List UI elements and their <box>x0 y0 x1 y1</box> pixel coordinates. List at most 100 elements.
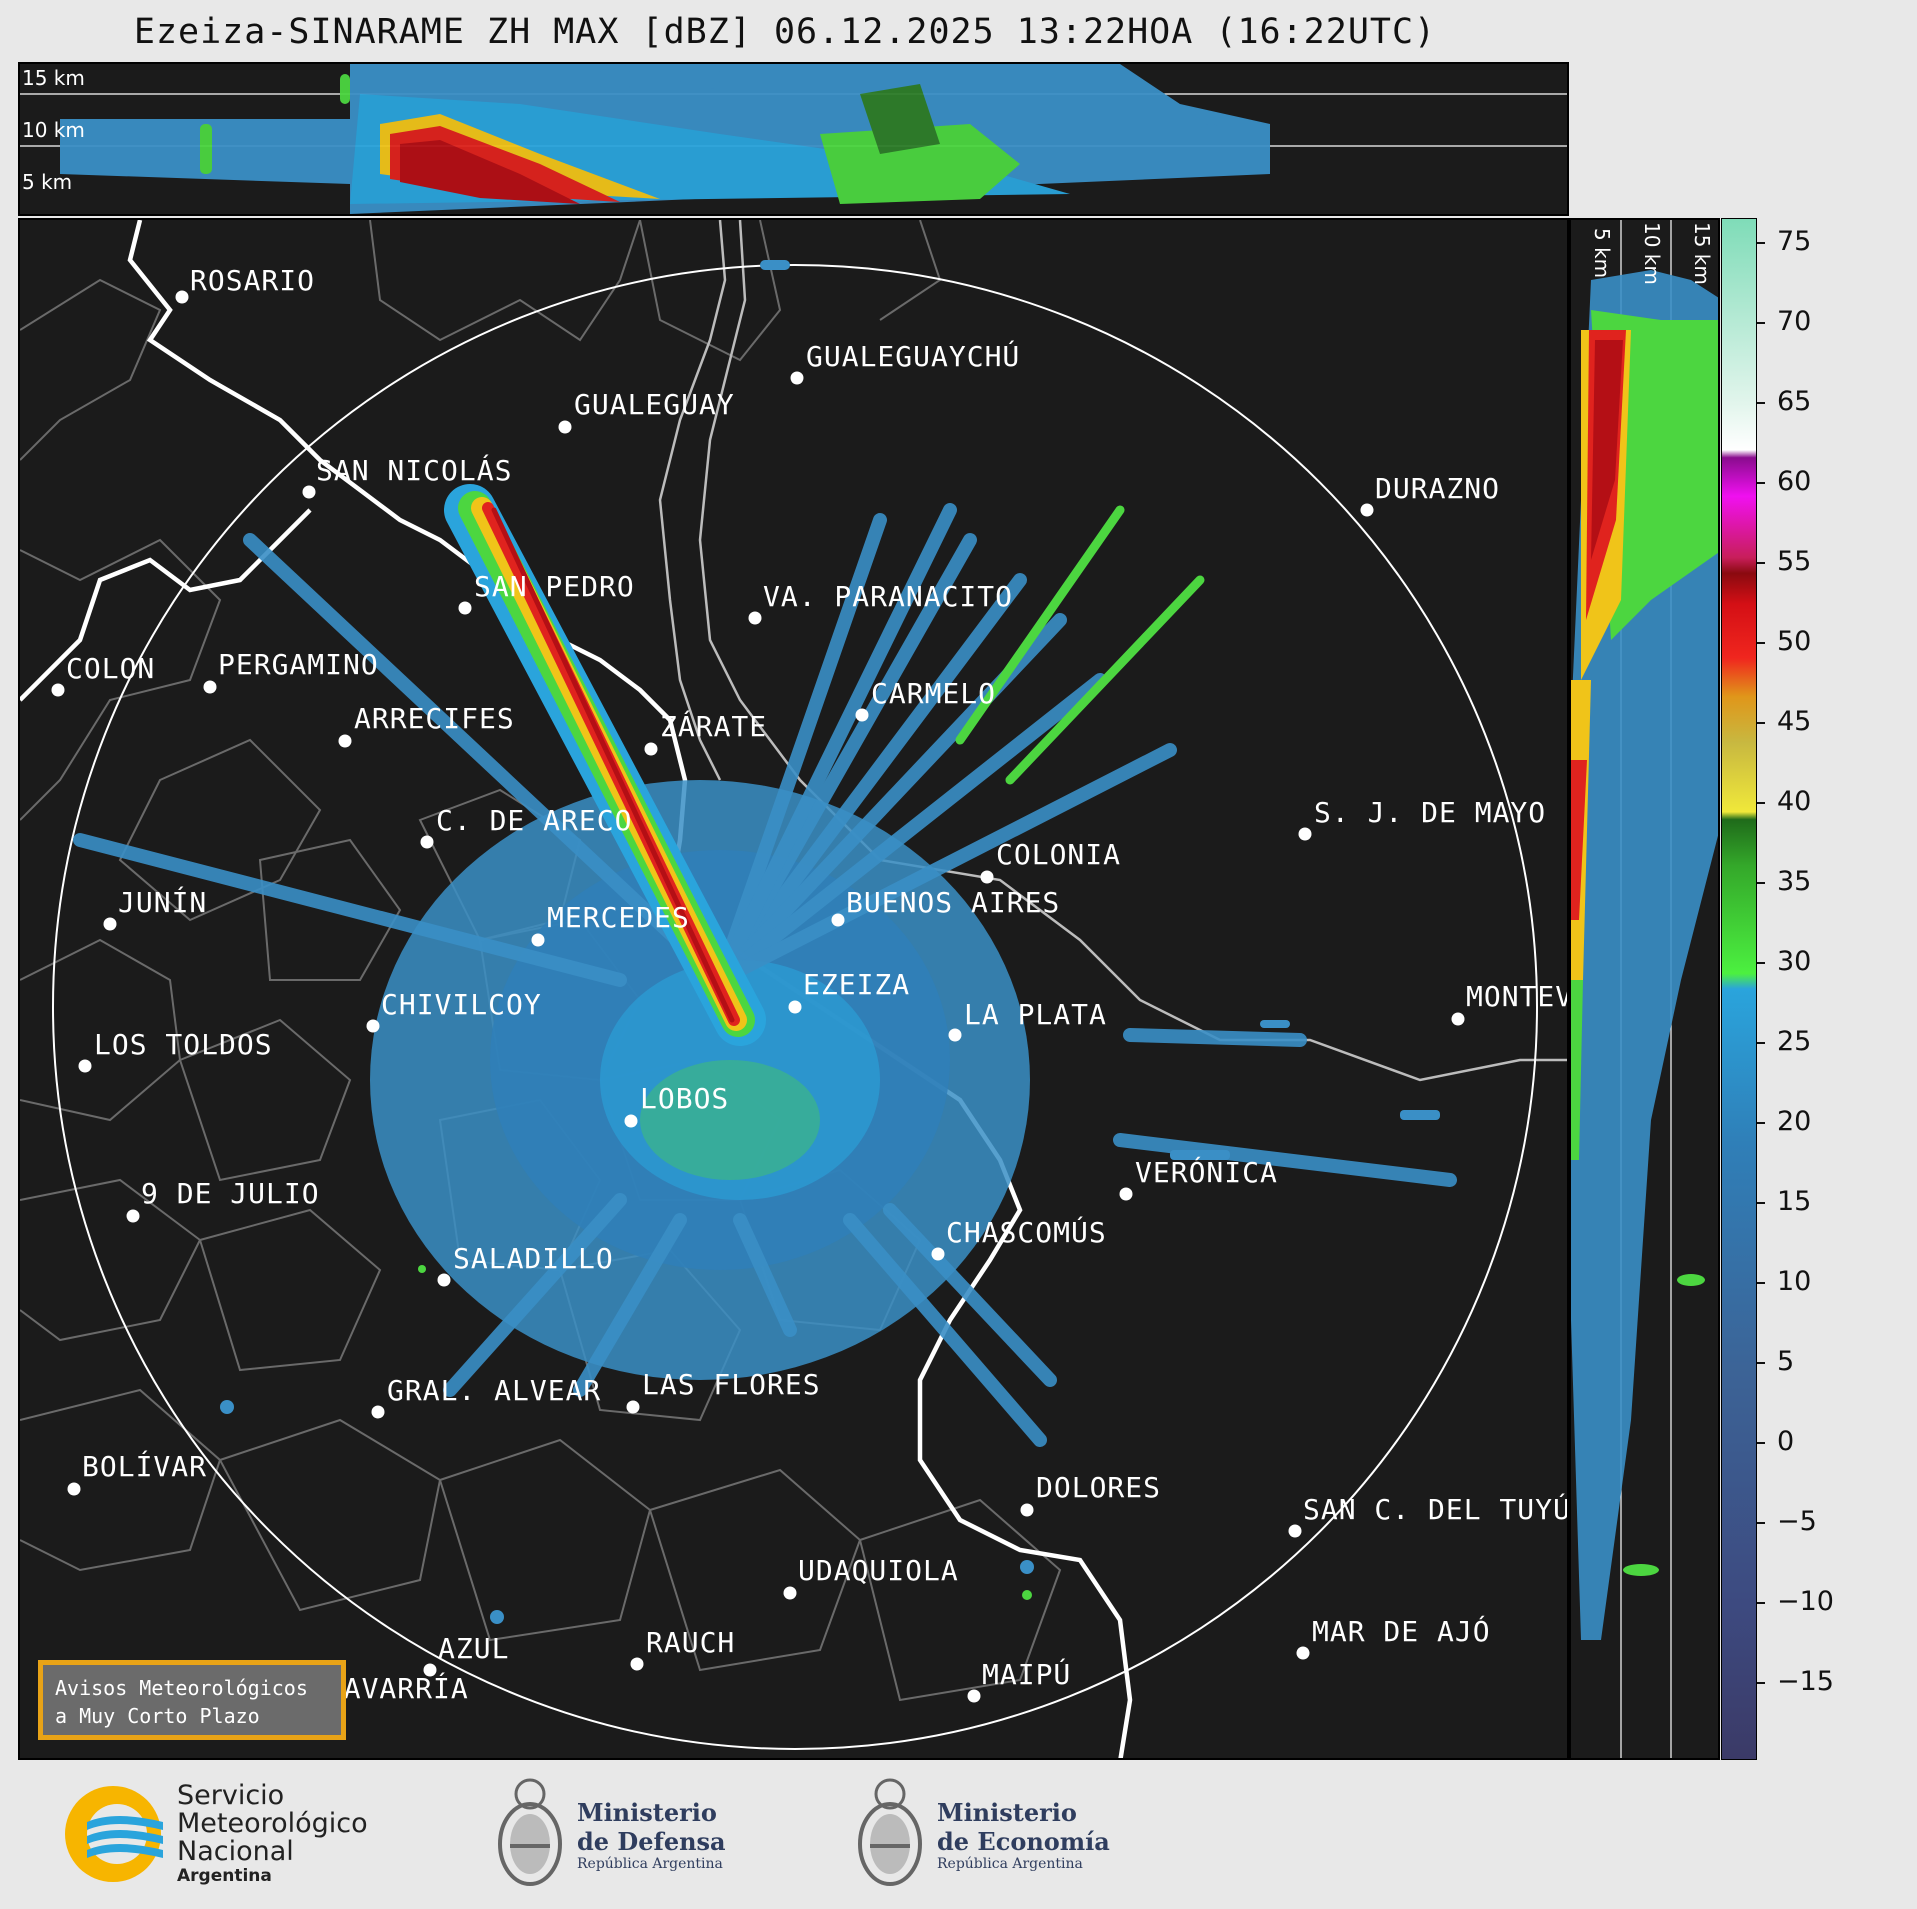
colorbar-tick: 75 <box>1757 226 1811 257</box>
colorbar-tick: 45 <box>1757 706 1811 737</box>
city-dot-udaquiola <box>783 1586 797 1600</box>
side-altitude-label-5km: 5 km <box>1590 228 1614 279</box>
side-cross-section-panel: 5 km 10 km 15 km <box>1569 218 1720 1760</box>
city-dot-ezeiza <box>788 1000 802 1014</box>
side-altitude-label-10km: 10 km <box>1640 222 1664 285</box>
colorbar-tick: 55 <box>1757 546 1811 577</box>
city-label-gualeguaychu: GUALEGUAYCHÚ <box>806 340 1021 373</box>
colorbar-tick: 5 <box>1757 1346 1794 1377</box>
map-title: Ezeiza-SINARAME ZH MAX [dBZ] 06.12.2025 … <box>133 12 1437 52</box>
city-label-lobos: LOBOS <box>640 1082 730 1115</box>
city-dot-la-plata <box>948 1028 962 1042</box>
city-dot-saladillo <box>437 1273 451 1287</box>
avisos-badge[interactable]: Avisos Meteorológicos a Muy Corto Plazo <box>38 1660 346 1740</box>
smn-logo-line2: Meteorológico <box>177 1808 368 1839</box>
city-label-la-plata: LA PLATA <box>964 998 1107 1031</box>
city-label-azul: AZUL <box>438 1632 510 1665</box>
city-dot-zarate <box>644 742 658 756</box>
city-dot-carmelo <box>855 708 869 722</box>
city-dot-dolores <box>1020 1503 1034 1517</box>
smn-logo[interactable]: Servicio Meteorológico Nacional Argentin… <box>55 1782 395 1892</box>
colorbar-tick: 30 <box>1757 946 1811 977</box>
colorbar-tick: 25 <box>1757 1026 1811 1057</box>
city-dot-9-de-julio <box>126 1209 140 1223</box>
city-label-mercedes: MERCEDES <box>547 901 690 934</box>
city-label-durazno: DURAZNO <box>1375 472 1501 505</box>
city-label-9-de-julio: 9 DE JULIO <box>141 1177 320 1210</box>
city-label-rauch: RAUCH <box>646 1626 736 1659</box>
city-dot-san-nicolas <box>302 485 316 499</box>
city-dot-lobos <box>624 1114 638 1128</box>
economia-logo-line3: República Argentina <box>937 1856 1083 1872</box>
defensa-logo-line1: Ministerio <box>577 1798 717 1827</box>
city-dot-colonia <box>980 870 994 884</box>
city-dot-sj-de-mayo <box>1298 827 1312 841</box>
city-dot-arrecifes <box>338 734 352 748</box>
colorbar-tick: 60 <box>1757 466 1811 497</box>
city-label-bolivar: BOLÍVAR <box>82 1450 208 1483</box>
avisos-line1: Avisos Meteorológicos <box>55 1676 308 1700</box>
economia-logo[interactable]: Ministerio de Economía República Argenti… <box>855 1772 1135 1897</box>
top-altitude-label-10km: 10 km <box>22 118 85 142</box>
city-label-zarate: ZÁRATE <box>660 710 768 743</box>
city-label-pergamino: PERGAMINO <box>218 648 379 681</box>
city-label-buenos-aires: BUENOS AIRES <box>846 886 1061 919</box>
city-dot-azul <box>423 1663 437 1677</box>
city-label-los-toldos: LOS TOLDOS <box>94 1028 273 1061</box>
city-dot-san-pedro <box>458 601 472 615</box>
city-dot-gualeguaychu <box>790 371 804 385</box>
colorbar-tick: 70 <box>1757 306 1811 337</box>
avisos-line2: a Muy Corto Plazo <box>55 1704 260 1728</box>
coat-of-arms-icon <box>858 1778 922 1886</box>
city-dot-junin <box>103 917 117 931</box>
city-dot-buenos-aires <box>831 913 845 927</box>
city-label-gral-alvear: GRAL. ALVEAR <box>387 1374 602 1407</box>
city-label-montev: MONTEV <box>1466 980 1569 1013</box>
city-label-san-pedro: SAN PEDRO <box>474 570 635 603</box>
smn-logo-icon <box>65 1786 163 1882</box>
top-altitude-label-15km: 15 km <box>22 66 85 90</box>
defensa-logo-line3: República Argentina <box>577 1856 723 1872</box>
city-dot-rosario <box>175 290 189 304</box>
defensa-logo[interactable]: Ministerio de Defensa República Argentin… <box>495 1772 755 1897</box>
city-dot-mar-de-ajo <box>1296 1646 1310 1660</box>
colorbar-tick: −10 <box>1757 1586 1834 1617</box>
defensa-logo-line2: de Defensa <box>577 1827 726 1856</box>
smn-logo-line3: Nacional <box>177 1836 294 1867</box>
city-label-mar-de-ajo: MAR DE AJÓ <box>1312 1615 1491 1648</box>
city-label-carmelo: CARMELO <box>871 677 997 710</box>
coat-of-arms-icon <box>498 1778 562 1886</box>
smn-logo-line4: Argentina <box>177 1866 272 1886</box>
city-label-junin: JUNÍN <box>118 886 208 919</box>
city-label-chascomus: CHASCOMÚS <box>946 1216 1107 1249</box>
colorbar-tick: 15 <box>1757 1186 1811 1217</box>
colorbar-tick: 40 <box>1757 786 1811 817</box>
city-label-saladillo: SALADILLO <box>453 1242 614 1275</box>
city-dot-veronica <box>1119 1187 1133 1201</box>
city-label-udaquiola: UDAQUIOLA <box>798 1554 959 1587</box>
city-label-chivilcoy: CHIVILCOY <box>381 988 542 1021</box>
city-dot-va-paranacito <box>748 611 762 625</box>
city-label-ezeiza: EZEIZA <box>803 968 911 1001</box>
city-dot-mercedes <box>531 933 545 947</box>
city-label-maipu: MAIPÚ <box>982 1658 1072 1691</box>
top-cross-section-panel: 15 km 10 km 5 km <box>18 62 1569 216</box>
colorbar-tick: 35 <box>1757 866 1811 897</box>
economia-logo-line1: Ministerio <box>937 1798 1077 1827</box>
city-label-san-c-del-tuyu: SAN C. DEL TUYÚ <box>1303 1493 1569 1526</box>
economia-logo-line2: de Economía <box>937 1827 1110 1856</box>
colorbar-tick: 10 <box>1757 1266 1811 1297</box>
colorbar-tick: 50 <box>1757 626 1811 657</box>
city-label-colon: COLON <box>66 652 156 685</box>
city-dot-colon <box>51 683 65 697</box>
colorbar-tick: −15 <box>1757 1666 1834 1697</box>
city-label-rosario: ROSARIO <box>190 264 316 297</box>
city-dot-durazno <box>1360 503 1374 517</box>
city-dot-san-c-del-tuyu <box>1288 1524 1302 1538</box>
city-label-colonia: COLONIA <box>996 838 1122 871</box>
colorbar-tick: 65 <box>1757 386 1811 417</box>
radar-map-panel: ROSARIO GUALEGUAYCHÚ GUALEGUAY SAN NICOL… <box>18 218 1569 1760</box>
city-dot-montev <box>1451 1012 1465 1026</box>
city-dot-gral-alvear <box>371 1405 385 1419</box>
city-label-veronica: VERÓNICA <box>1135 1156 1278 1189</box>
